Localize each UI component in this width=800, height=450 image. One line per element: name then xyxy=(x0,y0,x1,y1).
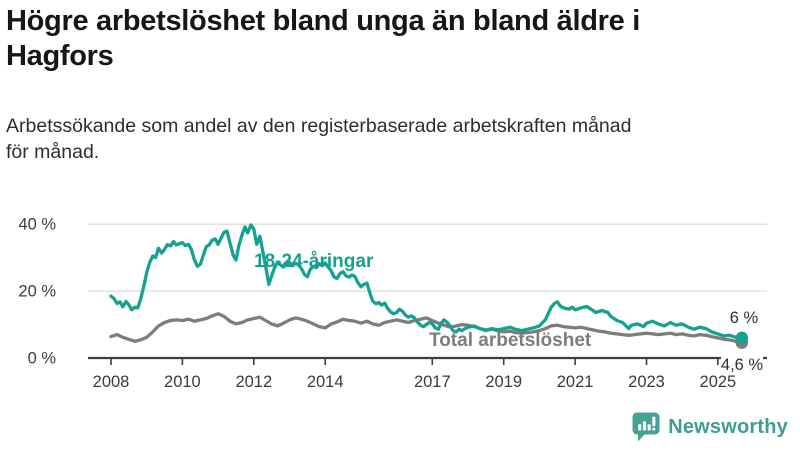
page-title: Högre arbetslöshet bland unga än bland ä… xyxy=(6,4,792,75)
end-label-backdrop xyxy=(721,356,763,374)
title-line-1: Högre arbetslöshet bland unga än bland ä… xyxy=(6,5,640,37)
series-line-18-24-ringar xyxy=(109,223,744,340)
series-end-dot xyxy=(735,331,749,345)
page-subtitle: Arbetssökande som andel av den registerb… xyxy=(6,113,766,166)
brand-name: Newsworthy xyxy=(668,415,788,438)
subtitle-line-1: Arbetssökande som andel av den registerb… xyxy=(6,115,632,137)
x-tick-label: 2019 xyxy=(485,373,522,391)
y-tick-label: 0 % xyxy=(28,350,57,368)
y-tick-label: 40 % xyxy=(18,216,56,234)
y-tick-label: 20 % xyxy=(18,283,56,301)
end-value-label: 6 % xyxy=(730,309,759,327)
newsworthy-logo[interactable]: Newsworthy xyxy=(632,412,788,442)
x-tick-label: 2012 xyxy=(235,373,272,391)
title-line-2: Hagfors xyxy=(6,40,114,73)
x-tick-label: 2017 xyxy=(414,373,451,391)
unemployment-line-chart: 0 % 20 % 40 % 2008 2010 2012 2014 2017 2019 2021 2… xyxy=(18,216,767,391)
x-tick-label: 2025 xyxy=(700,373,737,391)
x-tick-label: 2008 xyxy=(93,373,130,391)
newsworthy-icon xyxy=(632,412,660,442)
logo-bars xyxy=(638,416,656,431)
x-tick-label: 2021 xyxy=(557,373,594,391)
subtitle-line-2: för månad. xyxy=(6,141,100,164)
x-tick-label: 2023 xyxy=(628,373,665,391)
x-tick-label: 2014 xyxy=(307,373,344,391)
series-label: Total arbetslöshet xyxy=(429,330,592,351)
x-tick-label: 2010 xyxy=(164,373,201,391)
end-value-label: 4,6 % xyxy=(721,356,764,374)
series-line-total-arbetsl-shet xyxy=(109,312,744,345)
series-label: 18-24-åringar xyxy=(254,251,374,272)
